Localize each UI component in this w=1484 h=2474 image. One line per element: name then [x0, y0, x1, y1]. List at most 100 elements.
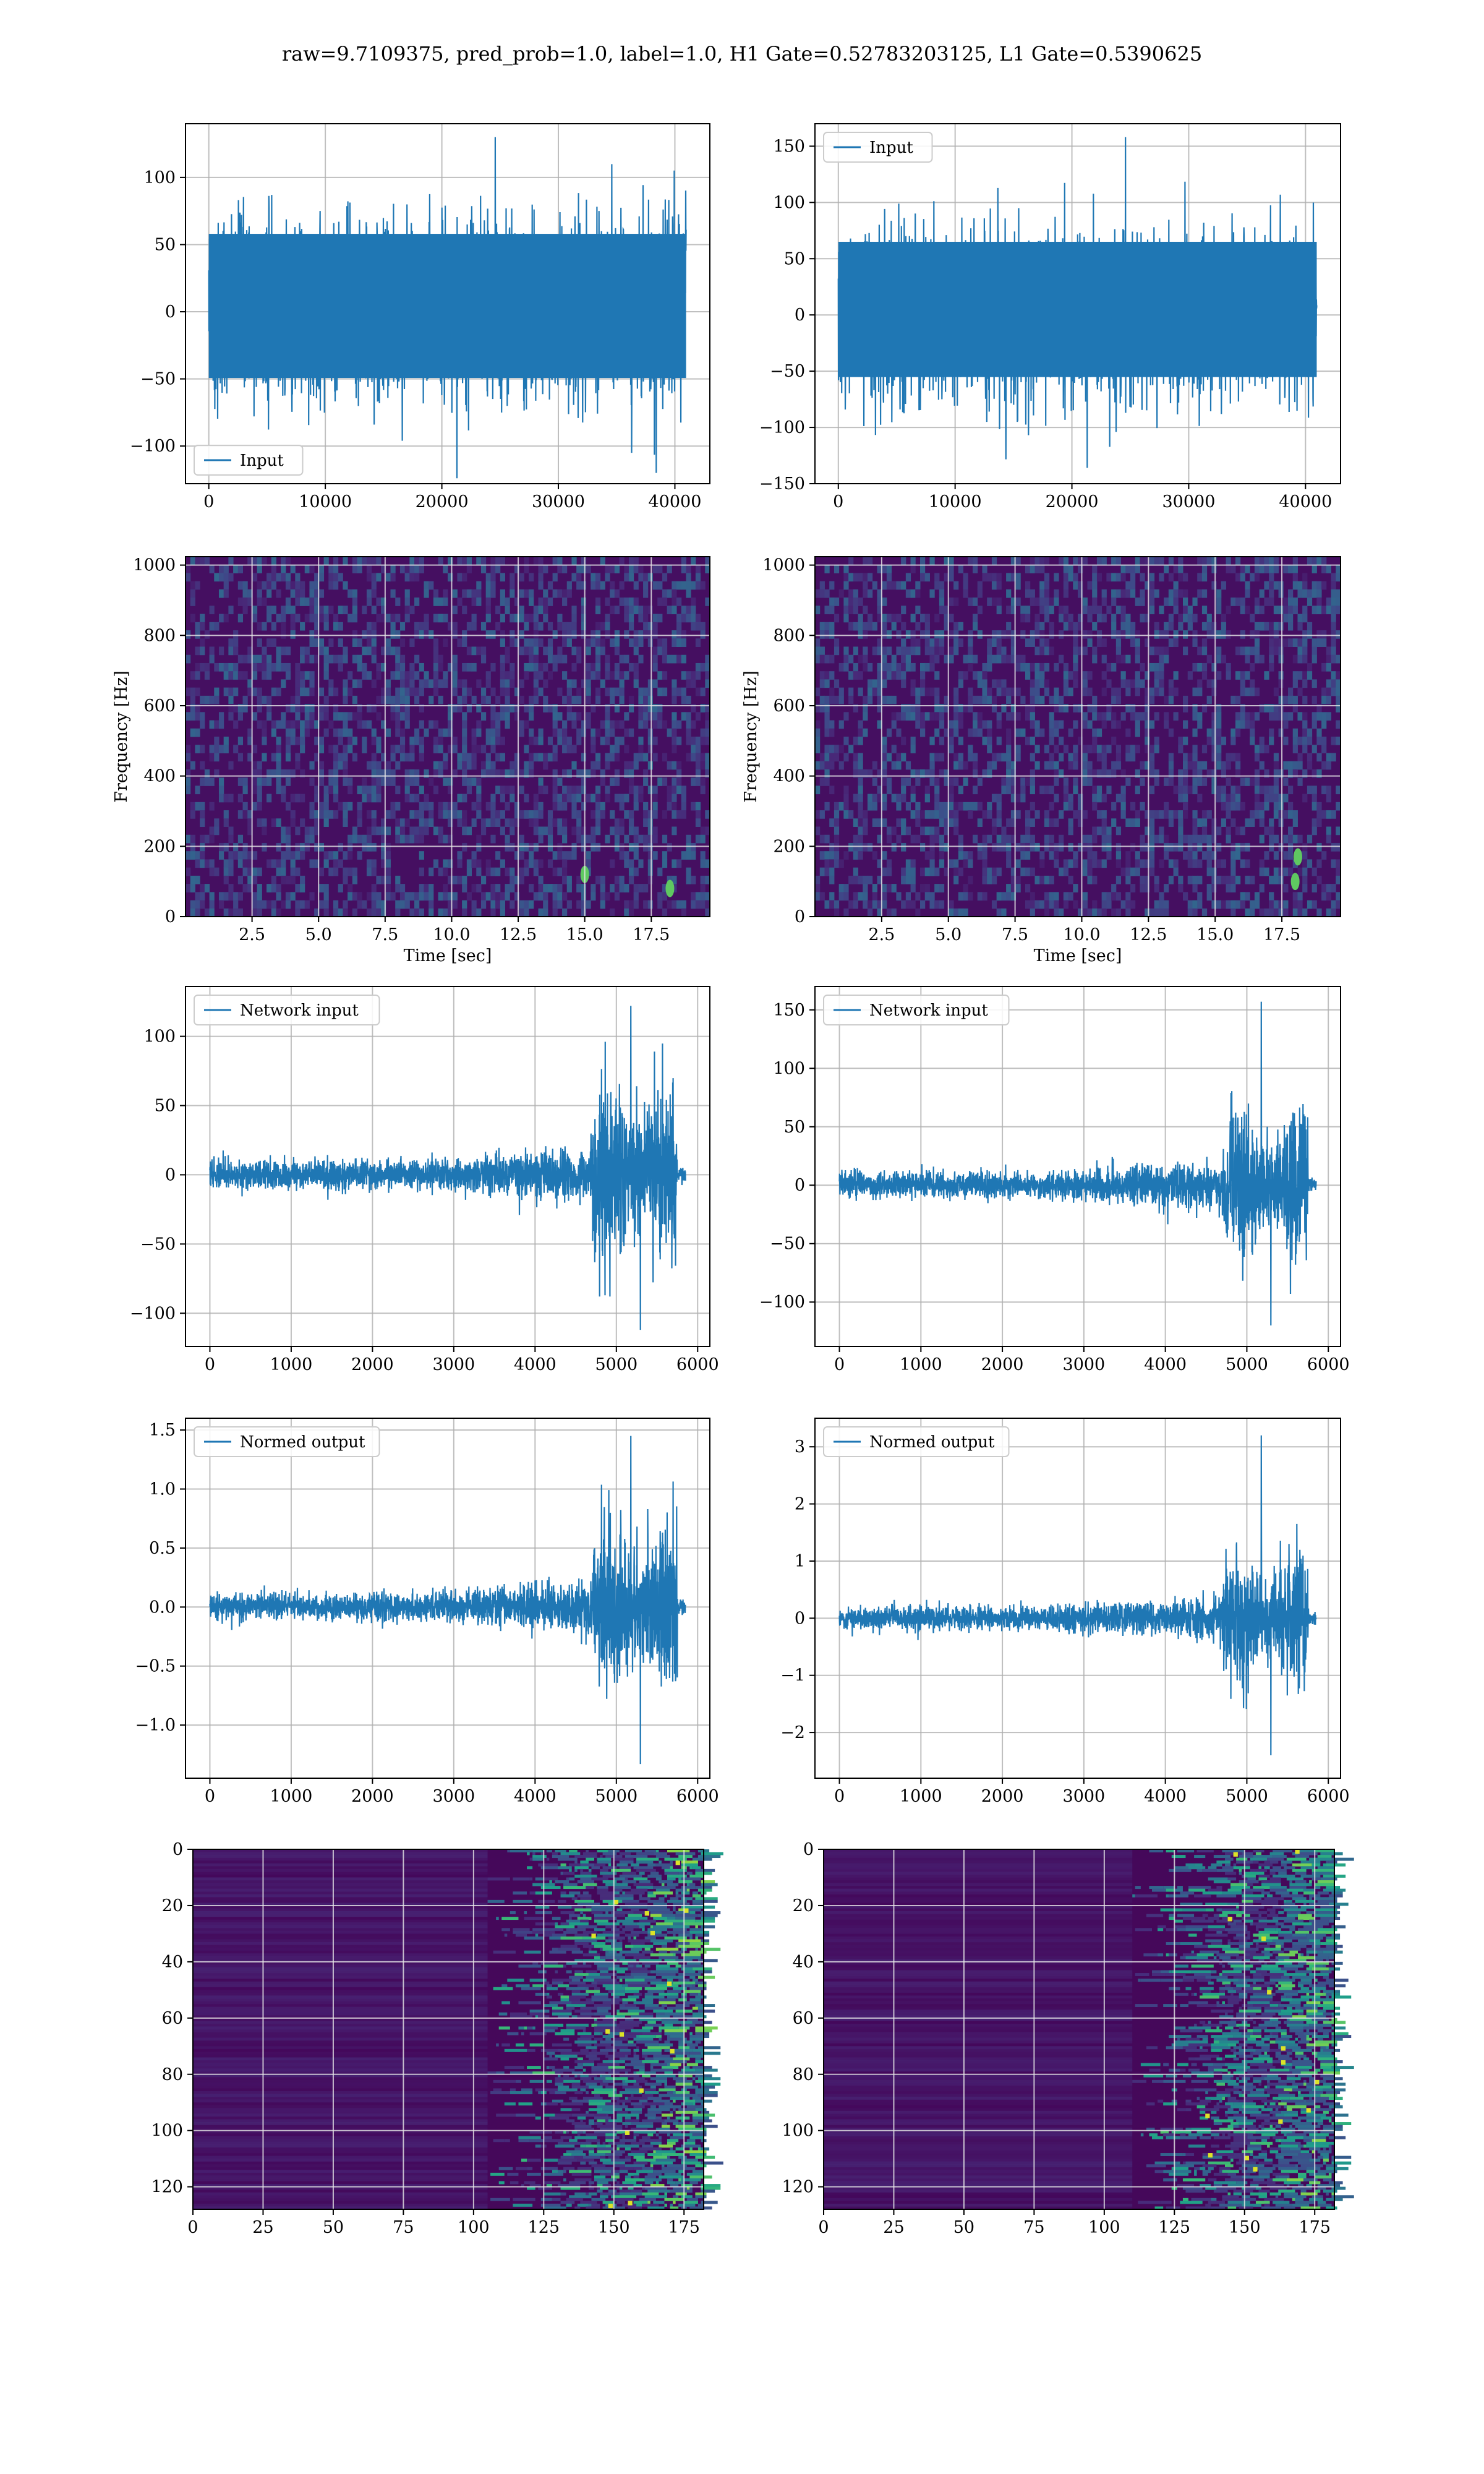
heatmap-cell: [443, 802, 448, 811]
heatmap-cell: [529, 662, 534, 672]
heatmap-cell: [371, 753, 377, 762]
heatmap-cell: [433, 646, 439, 656]
heatmap-cell: [1068, 875, 1073, 884]
heatmap-cell: [318, 687, 325, 696]
heatmap-cell: [953, 761, 959, 770]
heatmap-cell: [1307, 630, 1313, 639]
heatmap-cell: [524, 761, 529, 770]
heatmap-cell: [371, 573, 377, 582]
heatmap-cell: [538, 810, 544, 819]
heatmap-cell: [939, 834, 945, 844]
heatmap-cell: [652, 581, 658, 590]
heatmap-cell: [1044, 581, 1050, 590]
heatmap-cell: [600, 892, 605, 901]
heatmap-cell: [443, 810, 448, 819]
heatmap-cell: [1145, 704, 1150, 713]
heatmap-cell: [262, 720, 267, 729]
heatmap-cell: [1326, 687, 1332, 696]
heatmap-cell: [647, 745, 653, 753]
heatmap-cell: [681, 606, 686, 615]
heatmap-row: [193, 2119, 488, 2123]
heatmap-cell: [290, 720, 296, 729]
heatmap-cell: [404, 679, 410, 688]
heatmap-cell: [1292, 761, 1298, 770]
heatmap-cell: [457, 851, 463, 860]
heatmap-cell: [462, 900, 467, 909]
heatmap-cell: [1115, 892, 1122, 901]
heatmap-cell: [624, 908, 629, 917]
heatmap-cell: [676, 720, 682, 729]
heatmap-cell: [390, 777, 396, 786]
heatmap-cell: [858, 834, 863, 844]
heatmap-cell: [1197, 777, 1203, 786]
heatmap-streak: [639, 1872, 645, 1875]
heatmap-cell: [237, 654, 244, 664]
heatmap-cell: [628, 777, 634, 786]
heatmap-cell: [514, 597, 520, 606]
heatmap-cell: [404, 687, 410, 696]
heatmap-cell: [419, 867, 424, 876]
heatmap-cell: [829, 695, 835, 704]
heatmap-cell: [338, 712, 343, 721]
heatmap-cell: [1125, 851, 1131, 860]
heatmap-cell: [404, 818, 410, 827]
heatmap-cell: [1015, 712, 1021, 721]
heatmap-cell: [700, 834, 706, 844]
heatmap-cell: [1039, 646, 1045, 656]
heatmap-cell: [1034, 761, 1040, 770]
heatmap-cell: [982, 810, 987, 819]
heatmap-cell: [858, 851, 863, 860]
heatmap-cell: [1049, 802, 1054, 811]
heatmap-cell: [190, 842, 195, 852]
heatmap-cell: [1245, 565, 1250, 573]
heatmap-cell: [1273, 630, 1279, 639]
heatmap-cell: [1030, 638, 1035, 647]
heatmap-cell: [552, 892, 558, 901]
heatmap-cell: [973, 622, 978, 631]
heatmap-cell: [390, 704, 396, 713]
heatmap-cell: [924, 769, 930, 778]
heatmap-cell: [466, 867, 472, 876]
heatmap-cell: [1245, 859, 1250, 868]
heatmap-cell: [1269, 565, 1274, 573]
heatmap-cell: [414, 654, 420, 664]
heatmap-streak: [569, 1877, 575, 1881]
heatmap-cell: [228, 867, 234, 876]
heatmap-cell: [519, 769, 524, 778]
heatmap-row: [193, 2178, 488, 2181]
heatmap-cell: [973, 720, 978, 729]
heatmap-cell: [1125, 565, 1131, 573]
heatmap-cell: [1273, 769, 1279, 778]
heatmap-cell: [247, 753, 253, 762]
heatmap-cell: [1140, 557, 1145, 565]
heatmap-cell: [1030, 802, 1035, 811]
heatmap-cell: [233, 842, 239, 852]
heatmap-cell: [1025, 834, 1031, 844]
heatmap-cell: [1192, 630, 1198, 639]
heatmap-cell: [357, 720, 362, 729]
heatmap-cell: [924, 794, 930, 803]
heatmap-cell: [429, 777, 434, 786]
heatmap-cell: [1135, 859, 1140, 868]
heatmap-cell: [1235, 769, 1241, 778]
heatmap-cell: [490, 662, 496, 672]
heatmap-cell: [1115, 573, 1122, 582]
heatmap-cell: [1278, 769, 1284, 778]
heatmap-cell: [1135, 638, 1140, 647]
heatmap-cell: [1278, 900, 1284, 909]
heatmap-cell: [309, 638, 315, 647]
heatmap-cell: [271, 622, 276, 631]
heatmap-cell: [996, 737, 1002, 745]
heatmap-bright-spot: [665, 880, 675, 897]
heatmap-cell: [514, 761, 520, 770]
heatmap-cell: [1216, 704, 1222, 713]
heatmap-cell: [237, 834, 244, 844]
heatmap-cell: [252, 777, 258, 786]
heatmap-cell: [281, 573, 286, 582]
heatmap-cell: [1054, 794, 1059, 803]
heatmap-cell: [595, 794, 601, 803]
heatmap-cell: [252, 654, 258, 664]
heatmap-cell: [1168, 753, 1174, 762]
heatmap-cell: [1331, 573, 1336, 582]
heatmap-cell: [1245, 875, 1250, 884]
